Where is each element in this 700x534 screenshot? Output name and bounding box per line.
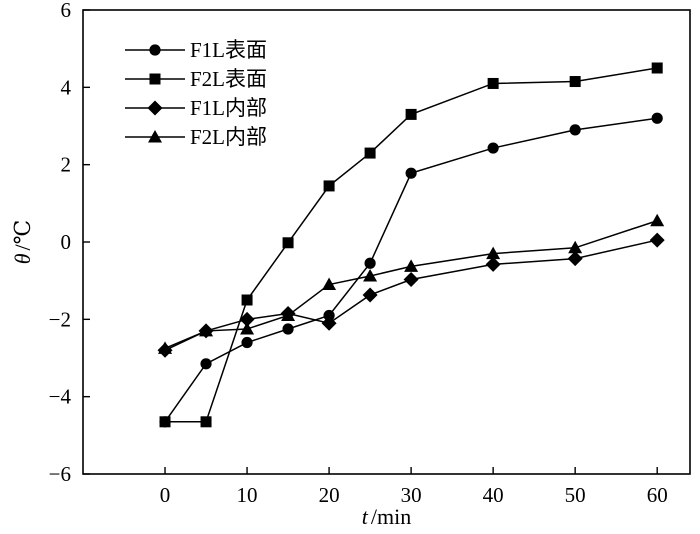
data-point <box>200 358 212 370</box>
data-point <box>404 259 419 272</box>
series-layer <box>157 62 665 428</box>
series-square <box>159 62 663 428</box>
legend-entry: F2L内部 <box>125 125 267 149</box>
y-tick-label: −2 <box>49 307 71 331</box>
series-line <box>164 239 658 351</box>
data-point <box>486 246 501 260</box>
data-point <box>569 76 581 88</box>
data-point <box>322 277 337 291</box>
data-point <box>362 287 378 303</box>
data-point <box>569 124 581 136</box>
legend-marker <box>148 130 162 143</box>
series-line <box>164 220 658 350</box>
data-point <box>403 272 419 288</box>
data-point <box>241 294 253 306</box>
y-axis-title: θ /℃ <box>10 220 35 265</box>
axes: 0 10 20 30 40 50 60 −6 −4 −2 0 2 4 6 <box>49 0 691 507</box>
data-point <box>239 311 255 327</box>
series-circle <box>159 112 663 428</box>
x-tick-label: 10 <box>237 483 258 507</box>
legend-entry: F1L内部 <box>125 96 267 120</box>
data-point <box>282 237 294 249</box>
data-point <box>649 232 665 248</box>
data-point <box>240 322 255 335</box>
x-tick-label: 0 <box>160 483 171 507</box>
x-tick-label: 30 <box>401 483 422 507</box>
data-point <box>650 213 665 227</box>
y-tick-label: 6 <box>61 0 72 22</box>
data-point <box>363 269 378 282</box>
data-point <box>651 112 663 124</box>
data-point <box>321 315 337 331</box>
data-point <box>485 256 501 272</box>
x-tick-label: 60 <box>647 483 668 507</box>
data-point <box>364 257 376 269</box>
data-point <box>282 323 294 335</box>
y-tick-label: −4 <box>49 385 72 409</box>
x-tick-label: 50 <box>565 483 586 507</box>
legend-label: F2L表面 <box>190 67 267 91</box>
data-point <box>323 180 335 192</box>
series-line <box>165 67 658 423</box>
legend-marker <box>149 44 161 56</box>
series-line <box>164 117 658 423</box>
legend: F1L表面 F2L表面 F1L内部 F2L内部 <box>125 38 267 149</box>
x-axis-unit: /min <box>371 504 411 529</box>
legend-entry: F2L表面 <box>125 67 267 91</box>
data-point <box>364 147 376 159</box>
x-tick-label: 40 <box>483 483 504 507</box>
x-axis-var: t <box>362 504 369 529</box>
legend-label: F1L表面 <box>190 38 267 62</box>
y-tick-label: 4 <box>61 75 72 99</box>
legend-label: F2L内部 <box>190 125 267 149</box>
x-tick-label: 20 <box>319 483 340 507</box>
x-axis-title: t/min <box>362 504 411 529</box>
data-point <box>200 416 212 428</box>
legend-marker <box>149 73 161 85</box>
y-tick-label: −6 <box>49 462 71 486</box>
legend-label: F1L内部 <box>190 96 267 120</box>
data-point <box>241 336 253 349</box>
y-tick-label: 2 <box>61 153 72 177</box>
data-point <box>487 77 499 89</box>
y-axis-var: θ <box>10 253 35 264</box>
data-point <box>405 108 417 120</box>
y-axis-unit: /℃ <box>10 220 35 251</box>
y-tick-label: 0 <box>61 230 72 254</box>
data-point <box>281 308 296 321</box>
data-point <box>568 240 583 254</box>
data-point <box>159 416 171 428</box>
legend-entry: F1L表面 <box>125 38 267 62</box>
data-point <box>158 341 173 354</box>
data-point <box>651 62 663 74</box>
data-point <box>405 167 417 179</box>
data-point <box>323 309 335 322</box>
data-point <box>567 251 583 267</box>
series-triangle <box>158 213 665 354</box>
legend-marker <box>147 100 163 116</box>
data-point <box>199 323 214 337</box>
data-point <box>487 142 499 154</box>
